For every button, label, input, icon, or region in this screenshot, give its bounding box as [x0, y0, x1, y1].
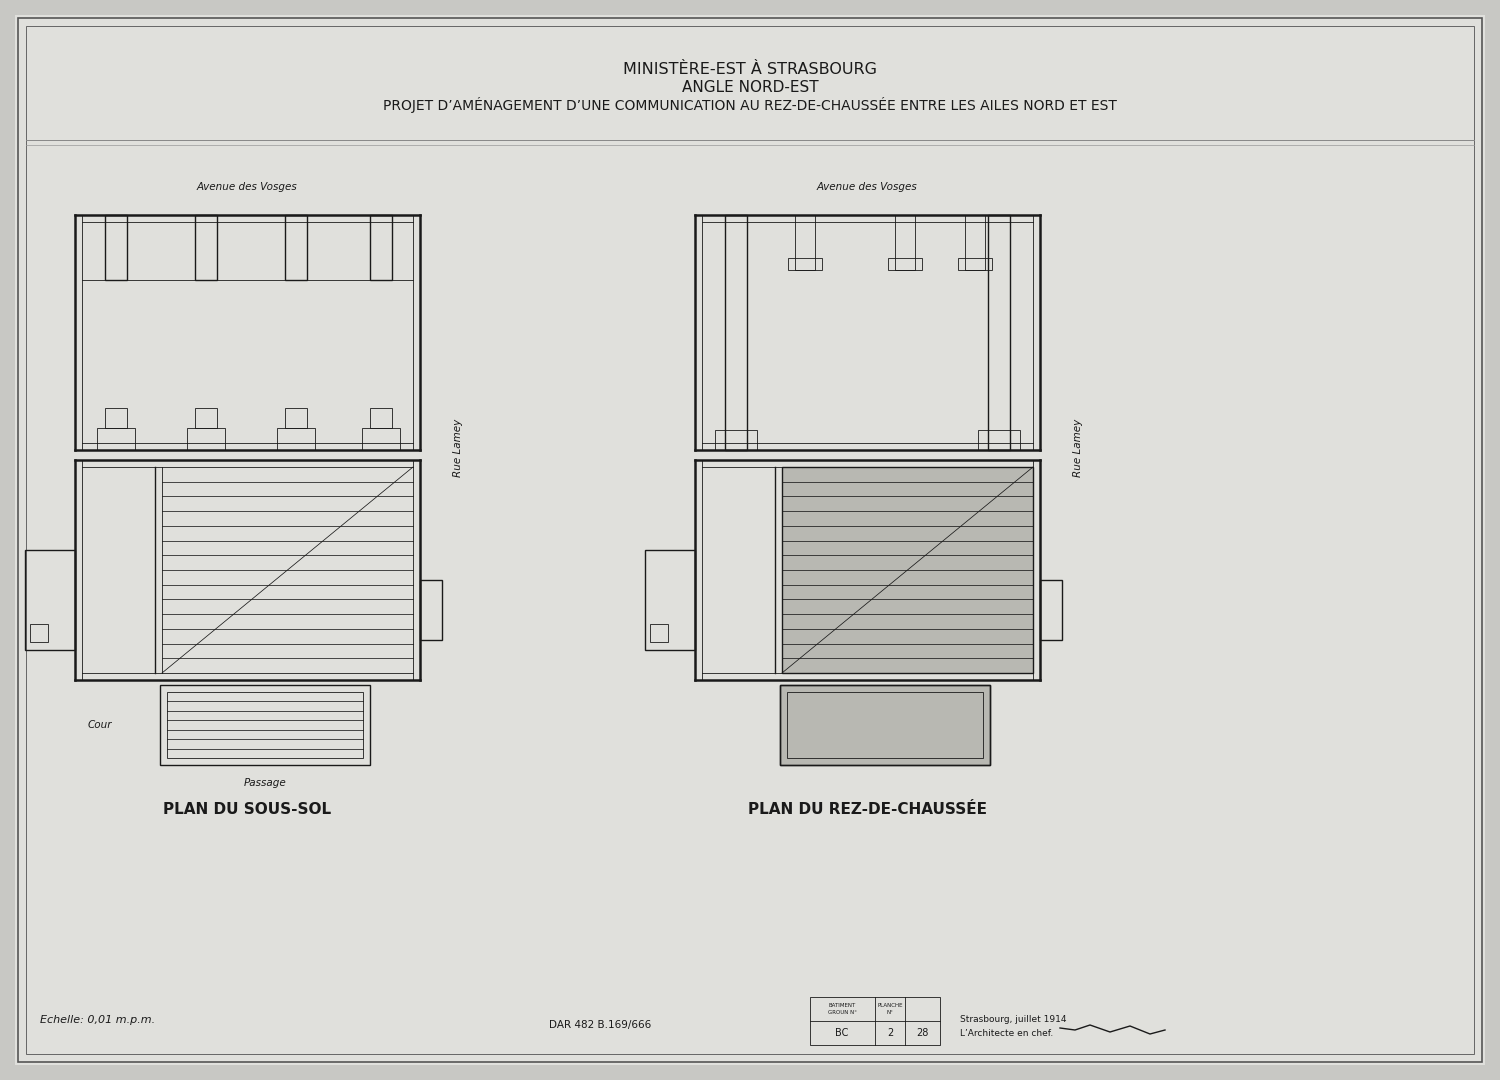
- Bar: [650, 624, 668, 642]
- Bar: [810, 997, 940, 1045]
- Text: Cour: Cour: [87, 720, 112, 730]
- Text: BATIMENT
GROUN N°: BATIMENT GROUN N°: [828, 1003, 856, 1014]
- Text: BC: BC: [836, 1028, 849, 1038]
- Bar: [978, 430, 1020, 450]
- Bar: [26, 550, 75, 650]
- Text: DAR 482 B.169/666: DAR 482 B.169/666: [549, 1020, 651, 1030]
- Text: PROJET D’AMÉNAGEMENT D’UNE COMMUNICATION AU REZ-DE-CHAUSSÉE ENTRE LES AILES NORD: PROJET D’AMÉNAGEMENT D’UNE COMMUNICATION…: [382, 97, 1118, 113]
- Text: PLAN DU REZ-DE-CHAUSSÉE: PLAN DU REZ-DE-CHAUSSÉE: [747, 802, 987, 818]
- Bar: [195, 408, 217, 428]
- Bar: [888, 258, 922, 270]
- Bar: [780, 685, 990, 765]
- Text: Passage: Passage: [243, 778, 286, 788]
- Text: MINISTÈRE-EST À STRASBOURG: MINISTÈRE-EST À STRASBOURG: [622, 63, 878, 78]
- Bar: [724, 215, 747, 450]
- Bar: [160, 685, 370, 765]
- Text: Echelle: 0,01 m.p.m.: Echelle: 0,01 m.p.m.: [40, 1015, 154, 1025]
- Bar: [964, 215, 986, 270]
- Bar: [30, 624, 48, 642]
- Text: Avenue des Vosges: Avenue des Vosges: [196, 183, 297, 192]
- Bar: [98, 428, 135, 450]
- Bar: [896, 215, 915, 270]
- Bar: [195, 215, 217, 280]
- Bar: [782, 467, 1034, 673]
- Bar: [105, 215, 128, 280]
- Bar: [105, 408, 128, 428]
- Bar: [1040, 580, 1062, 640]
- Bar: [716, 430, 758, 450]
- Bar: [988, 215, 1010, 450]
- Bar: [166, 692, 363, 758]
- Bar: [188, 428, 225, 450]
- Bar: [370, 408, 392, 428]
- Text: PLANCHE
N°: PLANCHE N°: [878, 1003, 903, 1014]
- Text: Avenue des Vosges: Avenue des Vosges: [816, 183, 918, 192]
- Bar: [645, 550, 694, 650]
- Text: Rue Lamey: Rue Lamey: [1072, 419, 1083, 477]
- Bar: [795, 215, 814, 270]
- Text: PLAN DU SOUS-SOL: PLAN DU SOUS-SOL: [164, 802, 332, 818]
- Bar: [278, 428, 315, 450]
- Bar: [788, 258, 822, 270]
- Bar: [370, 215, 392, 280]
- Bar: [788, 692, 982, 758]
- Bar: [958, 258, 992, 270]
- Text: 2: 2: [886, 1028, 892, 1038]
- Bar: [285, 215, 308, 280]
- Text: ANGLE NORD-EST: ANGLE NORD-EST: [681, 80, 819, 94]
- Text: 28: 28: [916, 1028, 928, 1038]
- Bar: [285, 408, 308, 428]
- Text: L’Architecte en chef.: L’Architecte en chef.: [960, 1029, 1053, 1039]
- Bar: [420, 580, 442, 640]
- Bar: [780, 685, 990, 765]
- Text: Strasbourg, juillet 1914: Strasbourg, juillet 1914: [960, 1015, 1066, 1025]
- Bar: [362, 428, 401, 450]
- Text: Rue Lamey: Rue Lamey: [453, 419, 464, 477]
